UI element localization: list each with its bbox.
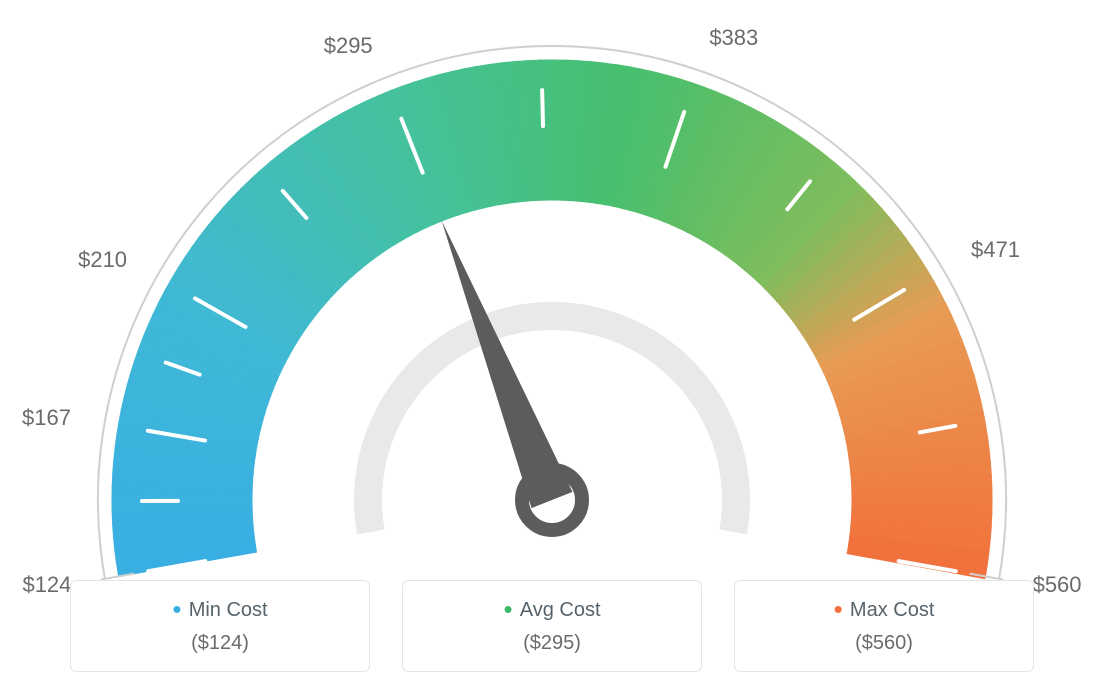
cost-gauge-widget: $124$167$210$295$383$471$560 Min Cost ($…: [0, 0, 1104, 690]
gauge-tick-label: $210: [78, 247, 127, 273]
gauge-chart: [52, 20, 1052, 580]
legend-title-avg: Avg Cost: [413, 599, 691, 622]
gauge-area: $124$167$210$295$383$471$560: [0, 0, 1104, 560]
legend-row: Min Cost ($124) Avg Cost ($295) Max Cost…: [0, 580, 1104, 672]
legend-value-avg: ($295): [413, 632, 691, 655]
legend-title-max: Max Cost: [745, 599, 1023, 622]
gauge-tick-label: $471: [971, 237, 1020, 263]
gauge-tick-label: $167: [22, 405, 71, 431]
legend-title-min: Min Cost: [81, 599, 359, 622]
gauge-tick-label: $295: [324, 33, 373, 59]
gauge-tick-label: $383: [709, 25, 758, 51]
legend-card-min: Min Cost ($124): [70, 580, 370, 672]
legend-value-max: ($560): [745, 632, 1023, 655]
legend-value-min: ($124): [81, 632, 359, 655]
legend-card-max: Max Cost ($560): [734, 580, 1034, 672]
legend-card-avg: Avg Cost ($295): [402, 580, 702, 672]
